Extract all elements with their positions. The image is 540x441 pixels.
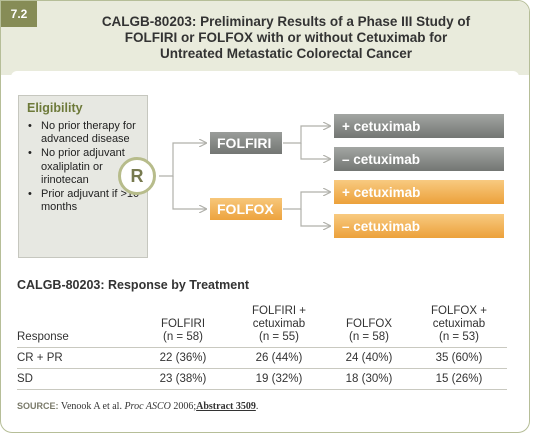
figure-title: CALGB-80203: Preliminary Results of a Ph… xyxy=(49,14,523,62)
arrow-to-folfox xyxy=(172,176,206,209)
arrow-folfiri-minus xyxy=(300,143,330,159)
header-text: cetuximab xyxy=(432,318,486,330)
table-cell: 26 (44%) xyxy=(255,352,303,364)
subarm-folfiri-minus-cetuximab: – cetuximab xyxy=(334,147,504,171)
column-header-response: Response xyxy=(17,298,127,344)
table-cell: 24 (40%) xyxy=(345,352,393,364)
eligibility-list: No prior therapy for advanced disease No… xyxy=(27,120,147,214)
table-title: CALGB-80203: Response by Treatment xyxy=(17,278,250,292)
eligibility-item: No prior adjuvant oxaliplatin or irinote… xyxy=(27,147,147,187)
table-rule xyxy=(17,389,507,390)
figure-frame: 7.2 CALGB-80203: Preliminary Results of … xyxy=(0,0,530,433)
subarm-folfox-minus-cetuximab: – cetuximab xyxy=(334,214,504,238)
randomization-node: R xyxy=(118,157,156,195)
table-cell: 19 (32%) xyxy=(255,373,303,385)
table-cell: CR + PR xyxy=(17,352,63,364)
flow-connectors xyxy=(159,1,530,271)
arrow-folfiri-plus xyxy=(283,126,330,144)
header-text: FOLFOX xyxy=(345,318,392,330)
subarm-folfiri-plus-cetuximab: + cetuximab xyxy=(334,114,504,138)
header-band xyxy=(1,1,529,75)
header-text: (n = 58) xyxy=(349,331,389,343)
column-header-folfox: FOLFOX (n = 58) xyxy=(321,298,417,344)
eligibility-item: No prior therapy for advanced disease xyxy=(27,120,147,146)
abstract-link[interactable]: Abstract 3509 xyxy=(196,401,256,412)
subarm-folfox-plus-cetuximab: + cetuximab xyxy=(334,180,504,204)
table-cell: 15 (26%) xyxy=(435,373,483,385)
eligibility-item: Prior adjuvant if >10 months xyxy=(27,188,147,214)
source-label: SOURCE: xyxy=(17,401,59,411)
table-rule xyxy=(17,368,507,369)
title-line: Untreated Metastatic Colorectal Cancer xyxy=(159,46,413,61)
column-header-folfiri-cetuximab: FOLFIRI + cetuximab (n = 55) xyxy=(231,298,327,344)
figure-number: 7.2 xyxy=(1,1,37,27)
column-header-folfiri: FOLFIRI (n = 58) xyxy=(135,298,231,344)
table-rule xyxy=(17,347,507,348)
header-text: (n = 55) xyxy=(259,331,299,343)
table-cell: 35 (60%) xyxy=(435,352,483,364)
table-cell: 18 (30%) xyxy=(345,373,393,385)
eligibility-title: Eligibility xyxy=(27,101,83,115)
source-journal: Proc ASCO xyxy=(124,401,171,412)
header-text: (n = 53) xyxy=(439,331,479,343)
title-line: CALGB-80203: Preliminary Results of a Ph… xyxy=(101,14,471,29)
arrow-folfox-minus xyxy=(300,209,330,226)
title-line: FOLFIRI or FOLFOX with or without Cetuxi… xyxy=(124,30,448,45)
arm-folfiri: FOLFIRI xyxy=(210,132,282,154)
header-text: FOLFIRI + xyxy=(252,305,306,317)
header-text: (n = 58) xyxy=(163,331,203,343)
header-text: FOLFOX + xyxy=(431,305,487,317)
source-end: . xyxy=(255,401,259,412)
arrow-to-folfiri xyxy=(159,143,206,177)
header-text: cetuximab xyxy=(252,318,306,330)
arrow-folfox-plus xyxy=(283,192,330,210)
source-year: 2006; xyxy=(173,401,197,412)
header-text: FOLFIRI xyxy=(160,318,206,330)
table-cell: 22 (36%) xyxy=(159,352,207,364)
table-cell: 23 (38%) xyxy=(159,373,207,385)
table-cell: SD xyxy=(17,373,33,385)
column-header-folfox-cetuximab: FOLFOX + cetuximab (n = 53) xyxy=(411,298,507,344)
source-authors: Venook A et al. xyxy=(60,401,122,412)
arm-folfox: FOLFOX xyxy=(210,198,282,220)
header-text: Response xyxy=(17,331,69,343)
source-citation: SOURCE: Venook A et al. Proc ASCO 2006;A… xyxy=(17,401,258,412)
